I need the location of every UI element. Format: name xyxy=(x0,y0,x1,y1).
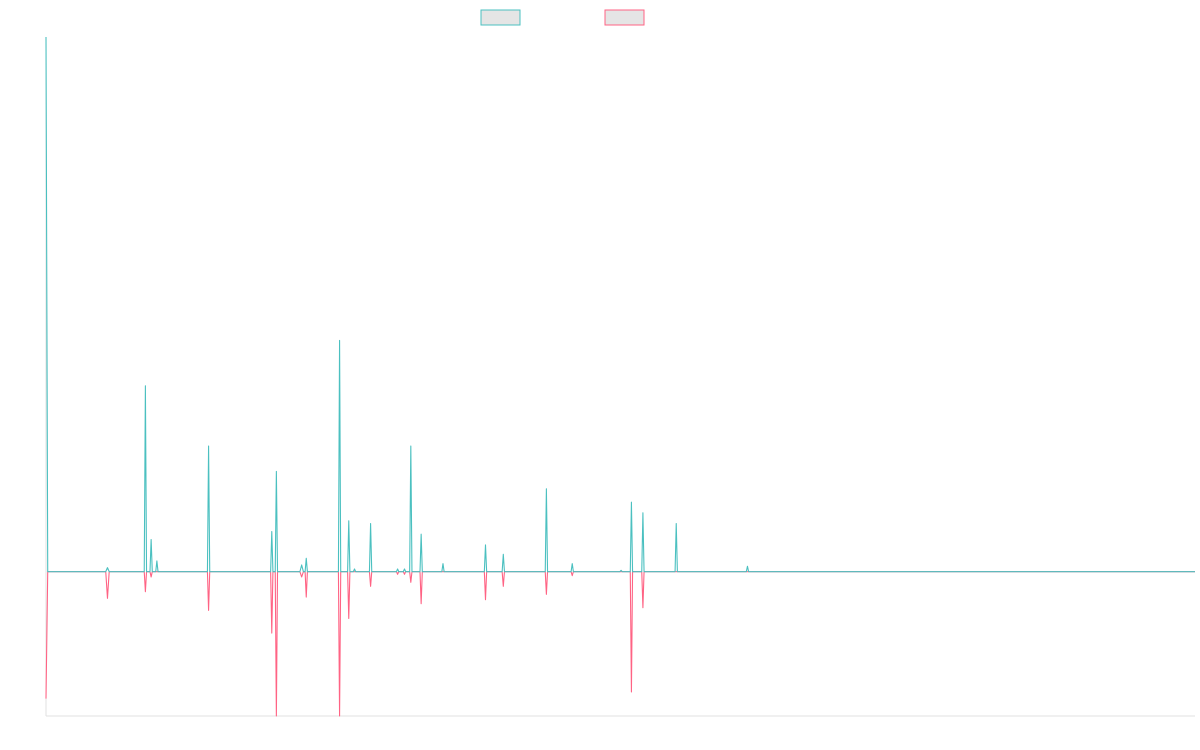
legend[interactable] xyxy=(480,9,645,26)
legend-item-1[interactable] xyxy=(480,9,521,26)
legend-swatch-1[interactable] xyxy=(480,9,521,26)
series-layer xyxy=(45,36,1195,717)
series-line-1 xyxy=(45,36,1195,573)
legend-item-2[interactable] xyxy=(604,9,645,26)
series-line-2 xyxy=(45,571,1195,717)
axes xyxy=(45,37,1195,717)
legend-swatch-2[interactable] xyxy=(604,9,645,26)
